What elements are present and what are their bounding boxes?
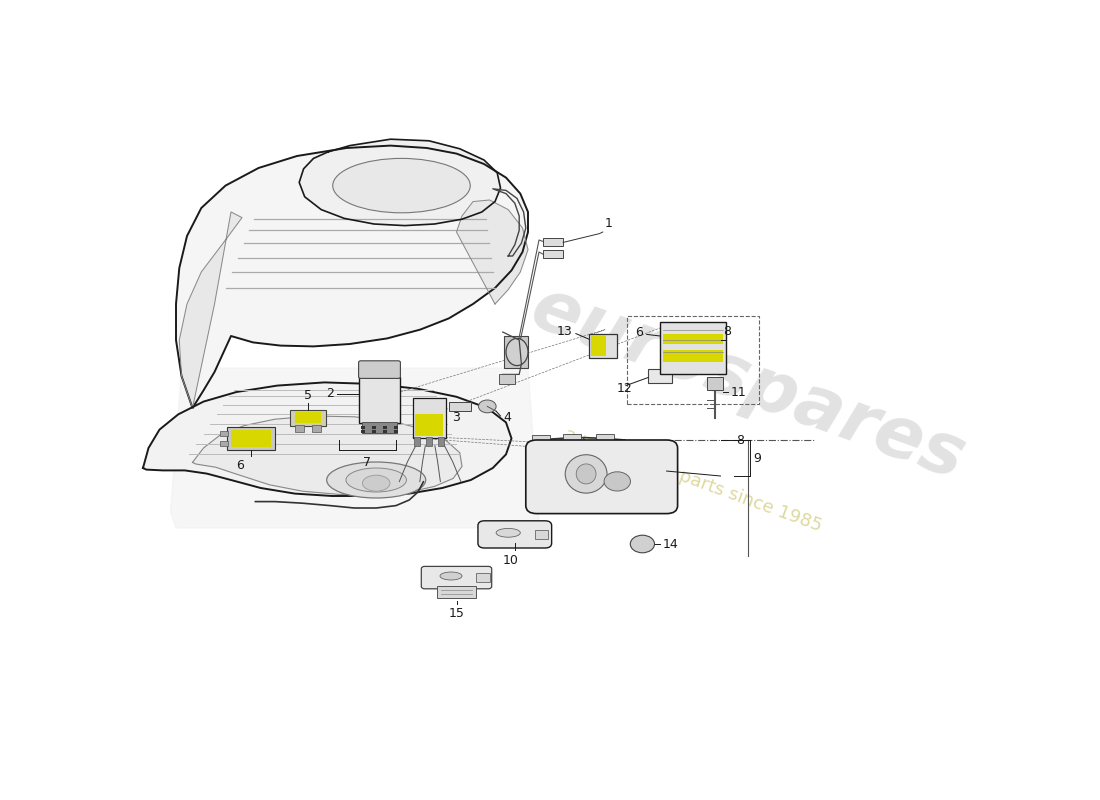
Bar: [372, 426, 376, 429]
Text: 2: 2: [327, 387, 334, 400]
Bar: [563, 434, 581, 443]
Bar: [362, 422, 397, 433]
Bar: [383, 426, 387, 429]
Bar: [437, 586, 476, 598]
Bar: [227, 427, 275, 450]
Ellipse shape: [332, 158, 471, 213]
Ellipse shape: [440, 572, 462, 580]
Text: eurospares: eurospares: [521, 274, 975, 494]
Polygon shape: [192, 416, 462, 494]
Ellipse shape: [506, 338, 528, 366]
Ellipse shape: [327, 462, 426, 498]
FancyBboxPatch shape: [477, 521, 552, 548]
Polygon shape: [176, 146, 528, 408]
Text: a passion for parts since 1985: a passion for parts since 1985: [562, 425, 824, 535]
Text: 7: 7: [363, 456, 372, 469]
Text: 15: 15: [449, 607, 464, 620]
Bar: [295, 425, 304, 432]
Text: 12: 12: [617, 382, 632, 394]
Bar: [220, 441, 228, 446]
Bar: [372, 430, 376, 433]
Text: 14: 14: [662, 538, 678, 550]
Bar: [426, 437, 432, 446]
Polygon shape: [179, 212, 242, 408]
Bar: [543, 250, 563, 258]
Bar: [438, 437, 444, 446]
Text: 5: 5: [304, 389, 312, 402]
Circle shape: [630, 535, 654, 553]
Polygon shape: [170, 368, 539, 528]
Bar: [414, 437, 420, 446]
Text: 11: 11: [730, 386, 746, 398]
Bar: [590, 334, 617, 358]
Bar: [504, 336, 528, 368]
Bar: [535, 530, 548, 539]
Bar: [499, 374, 515, 384]
Ellipse shape: [346, 468, 407, 492]
Bar: [660, 322, 726, 374]
Bar: [394, 430, 398, 433]
FancyBboxPatch shape: [359, 361, 400, 378]
Bar: [361, 430, 365, 433]
Circle shape: [604, 472, 630, 491]
Text: 3: 3: [452, 411, 460, 424]
Text: 6: 6: [636, 326, 644, 338]
Text: 4: 4: [504, 411, 512, 424]
Text: 1: 1: [605, 218, 613, 230]
Ellipse shape: [576, 464, 596, 484]
Bar: [359, 377, 400, 423]
Polygon shape: [143, 382, 512, 496]
Text: 9: 9: [754, 451, 761, 465]
Text: 6: 6: [235, 459, 244, 472]
Bar: [476, 573, 490, 582]
Text: 10: 10: [503, 554, 518, 566]
Ellipse shape: [565, 454, 607, 493]
Bar: [449, 402, 471, 411]
Bar: [532, 435, 550, 445]
Bar: [663, 334, 723, 344]
Polygon shape: [299, 139, 500, 226]
Bar: [415, 414, 443, 436]
FancyBboxPatch shape: [526, 440, 678, 514]
Circle shape: [478, 400, 496, 413]
FancyBboxPatch shape: [421, 566, 492, 589]
Bar: [312, 425, 321, 432]
Bar: [627, 316, 759, 404]
Bar: [707, 377, 723, 390]
Bar: [543, 238, 563, 246]
Bar: [648, 369, 672, 383]
Bar: [412, 398, 446, 438]
Bar: [361, 426, 365, 429]
Bar: [596, 434, 614, 443]
Bar: [290, 410, 326, 426]
Bar: [394, 426, 398, 429]
Text: 13: 13: [557, 325, 573, 338]
Bar: [663, 350, 723, 362]
Bar: [220, 431, 228, 436]
Ellipse shape: [496, 529, 520, 538]
Polygon shape: [456, 200, 528, 304]
Bar: [295, 412, 321, 423]
Bar: [383, 430, 387, 433]
Ellipse shape: [363, 475, 390, 491]
Text: 8: 8: [723, 326, 730, 338]
Text: 8: 8: [736, 434, 744, 446]
Bar: [592, 335, 606, 356]
Bar: [231, 430, 271, 447]
